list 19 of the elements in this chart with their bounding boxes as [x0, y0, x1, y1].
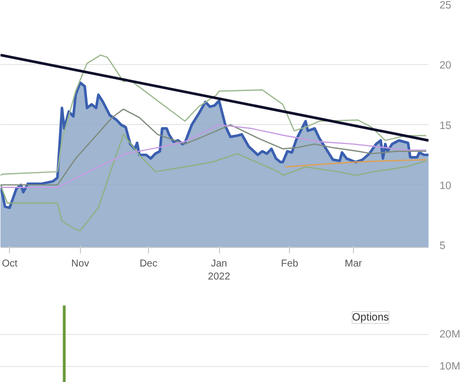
y-tick-label: 10: [440, 180, 452, 192]
annotation: Options: [352, 312, 389, 324]
y-tick-label: 5: [440, 240, 446, 252]
line-series: [284, 159, 427, 168]
y-tick-label: 25: [440, 0, 452, 12]
x-tick-label: Dec: [140, 258, 158, 270]
x-tick-label: Feb: [281, 258, 299, 270]
line-series: [0, 54, 427, 176]
line-series: [0, 124, 427, 188]
y-tick-label: 20M: [440, 328, 460, 340]
y-tick-label: 20: [440, 60, 452, 72]
y-tick-label: 15: [440, 120, 452, 132]
y-tick-label: 10M: [440, 360, 460, 372]
x-tick-label: Jan 2022: [208, 258, 231, 283]
x-tick-label: Oct: [2, 258, 18, 270]
line-series: [0, 108, 427, 186]
x-tick-label: Nov: [71, 258, 90, 270]
line-series: [0, 134, 427, 232]
x-tick-label: Mar: [344, 258, 363, 270]
